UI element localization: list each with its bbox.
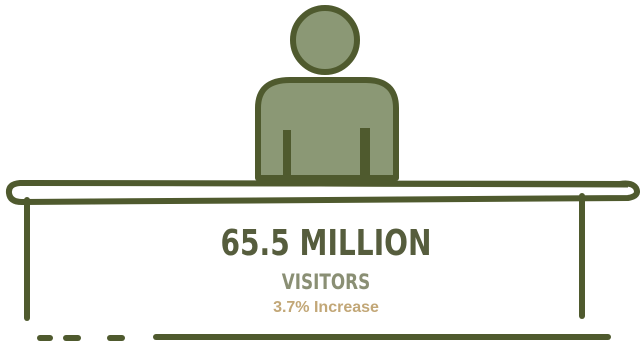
desk-icon [5,180,640,341]
person-icon [255,5,399,181]
stat-change: 3.7% Increase [273,299,379,316]
stat-value: 65.5 MILLION [220,223,432,264]
stat-label: VISITORS [281,270,371,294]
